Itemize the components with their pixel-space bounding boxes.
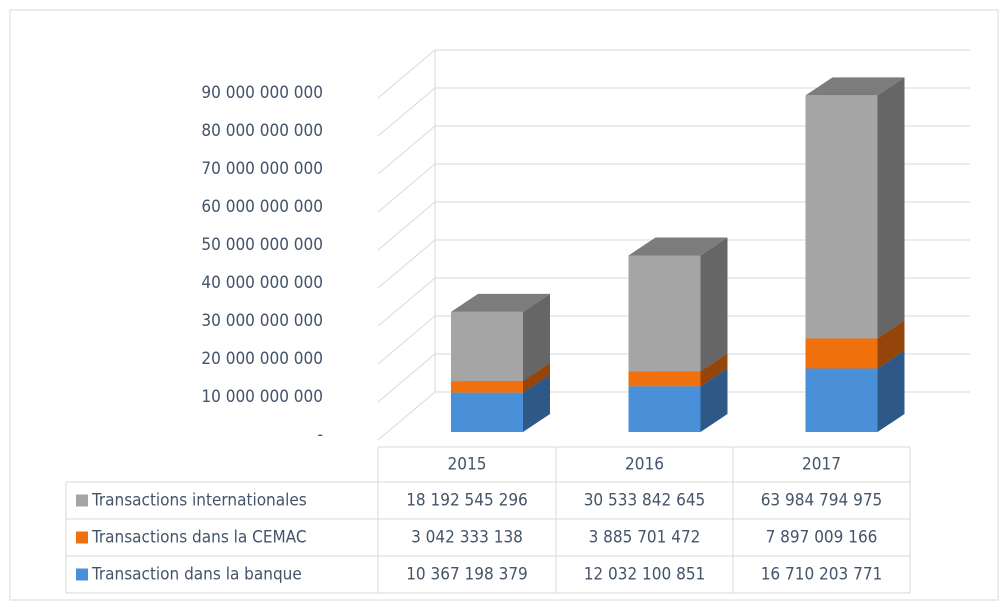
table-value: 63 984 794 975	[761, 491, 883, 511]
bar-side	[523, 363, 550, 393]
x-tick-label: 2015	[448, 455, 487, 475]
y-tick-label: 30 000 000 000	[201, 311, 323, 331]
bar-side	[700, 353, 728, 387]
legend-label: Transactions dans la CEMAC	[91, 528, 307, 548]
bar-top	[451, 293, 550, 312]
bar	[805, 338, 878, 369]
y-tick-label: 20 000 000 000	[201, 349, 323, 369]
bar	[451, 381, 523, 393]
bar	[805, 95, 878, 339]
bar-side	[877, 77, 905, 339]
legend-label: Transaction dans la banque	[91, 565, 302, 585]
y-tick-label: 80 000 000 000	[201, 121, 323, 141]
table-value: 12 032 100 851	[584, 565, 706, 585]
bar-side	[523, 293, 550, 382]
table-value: 3 042 333 138	[411, 528, 523, 548]
bar-side	[700, 237, 728, 372]
y-tick-label: 70 000 000 000	[201, 159, 323, 179]
bar-side	[523, 374, 550, 432]
y-tick-label: 50 000 000 000	[201, 235, 323, 255]
y-tick-label: -	[317, 425, 323, 445]
legend-key	[76, 568, 88, 581]
legend-key	[76, 531, 88, 544]
y-tick-label: 60 000 000 000	[201, 197, 323, 217]
y-tick-label: 10 000 000 000	[201, 387, 323, 407]
bar	[628, 255, 701, 372]
table-value: 16 710 203 771	[761, 565, 883, 585]
legend-label: Transactions internationales	[91, 491, 307, 511]
y-tick-label: 90 000 000 000	[201, 83, 323, 103]
x-tick-label: 2017	[802, 455, 841, 475]
bar	[451, 392, 523, 432]
bar-side	[877, 320, 905, 369]
table-value: 10 367 198 379	[406, 565, 528, 585]
bar	[451, 311, 523, 382]
table-value: 30 533 842 645	[584, 491, 706, 511]
bar-top	[805, 77, 905, 96]
bar-side	[877, 350, 905, 432]
bar	[628, 371, 701, 387]
x-tick-label: 2016	[625, 455, 664, 475]
y-tick-label: 40 000 000 000	[201, 273, 323, 293]
table-value: 3 885 701 472	[589, 528, 701, 548]
bar	[628, 386, 701, 432]
table-value: 7 897 009 166	[766, 528, 878, 548]
table-value: 18 192 545 296	[406, 491, 528, 511]
bar-side	[700, 368, 728, 432]
bar	[805, 368, 878, 432]
bar-top	[628, 237, 728, 256]
legend-key	[76, 494, 88, 507]
